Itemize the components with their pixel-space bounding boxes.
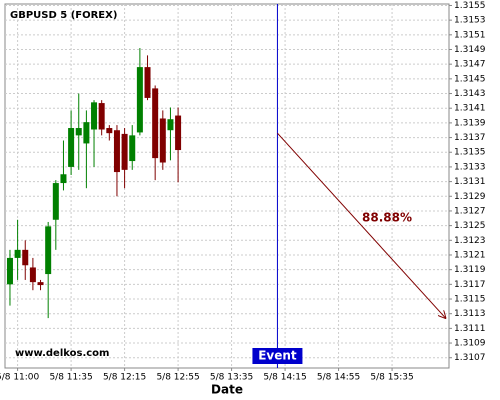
y-tick-label: 1.3127 xyxy=(454,206,486,216)
candle-body xyxy=(29,267,36,283)
y-tick-label: 1.3145 xyxy=(454,74,486,84)
y-tick-label: 1.3155 xyxy=(454,1,486,11)
candle-body xyxy=(129,135,136,162)
candle-body xyxy=(83,122,90,144)
y-tick-label: 1.3143 xyxy=(454,89,486,99)
projection-label: 88.88% xyxy=(362,211,412,225)
y-tick-label: 1.3139 xyxy=(454,118,486,128)
y-tick-label: 1.3107 xyxy=(454,353,486,363)
y-tick-label: 1.3123 xyxy=(454,236,486,246)
event-label-box xyxy=(252,348,303,364)
x-tick-label: 5/8 11:00 xyxy=(0,373,40,383)
x-axis-title: Date xyxy=(211,383,243,397)
x-tick-label: 5/8 13:35 xyxy=(210,373,253,383)
candle-body xyxy=(45,226,52,275)
candle-body xyxy=(52,183,59,220)
candle-body xyxy=(75,128,82,136)
y-tick-label: 1.3149 xyxy=(454,45,486,55)
y-tick-label: 1.3125 xyxy=(454,221,486,231)
y-tick-label: 1.3121 xyxy=(454,250,486,260)
y-tick-label: 1.3115 xyxy=(454,295,486,305)
y-tick-label: 1.3129 xyxy=(454,192,486,202)
x-tick-label: 5/8 12:15 xyxy=(103,373,146,383)
candle-body xyxy=(167,119,174,131)
event-label: Event xyxy=(258,349,297,363)
watermark: www.delkos.com xyxy=(15,348,109,359)
y-tick-label: 1.3113 xyxy=(454,309,486,319)
x-tick-label: 5/8 14:55 xyxy=(317,373,360,383)
candle-body xyxy=(175,115,182,151)
plot-frame xyxy=(4,3,450,369)
y-tick-label: 1.3151 xyxy=(454,30,486,40)
y-tick-label: 1.3119 xyxy=(454,265,486,275)
candle-body xyxy=(22,249,29,266)
projection-arrow xyxy=(277,132,445,318)
y-tick-label: 1.3147 xyxy=(454,60,486,70)
candle-body xyxy=(106,128,113,134)
candle-body xyxy=(98,103,105,130)
y-tick-label: 1.3111 xyxy=(454,324,486,334)
y-tick-label: 1.3153 xyxy=(454,16,486,26)
y-tick-label: 1.3135 xyxy=(454,148,486,158)
candle-body xyxy=(68,128,75,167)
y-tick-label: 1.3133 xyxy=(454,162,486,172)
candle-body xyxy=(136,67,143,133)
candle-body xyxy=(37,282,44,286)
candle-body xyxy=(6,257,13,285)
x-tick-label: 5/8 14:15 xyxy=(263,373,306,383)
candle-body xyxy=(159,118,166,163)
x-tick-label: 5/8 15:35 xyxy=(370,373,413,383)
y-tick-label: 1.3117 xyxy=(454,280,486,290)
candle-body xyxy=(91,102,98,130)
candle-body xyxy=(152,88,159,159)
x-tick-label: 5/8 11:35 xyxy=(49,373,92,383)
candle-body xyxy=(144,67,151,98)
y-tick-label: 1.3131 xyxy=(454,177,486,187)
y-tick-label: 1.3141 xyxy=(454,104,486,114)
x-tick-label: 5/8 12:55 xyxy=(156,373,199,383)
y-tick-label: 1.3137 xyxy=(454,133,486,143)
candle-body xyxy=(113,130,120,173)
candle-body xyxy=(60,174,67,184)
candle-body xyxy=(121,133,128,170)
candle-body xyxy=(14,249,21,258)
y-tick-label: 1.3109 xyxy=(454,339,486,349)
chart-title: GBPUSD 5 (FOREX) xyxy=(10,10,117,21)
